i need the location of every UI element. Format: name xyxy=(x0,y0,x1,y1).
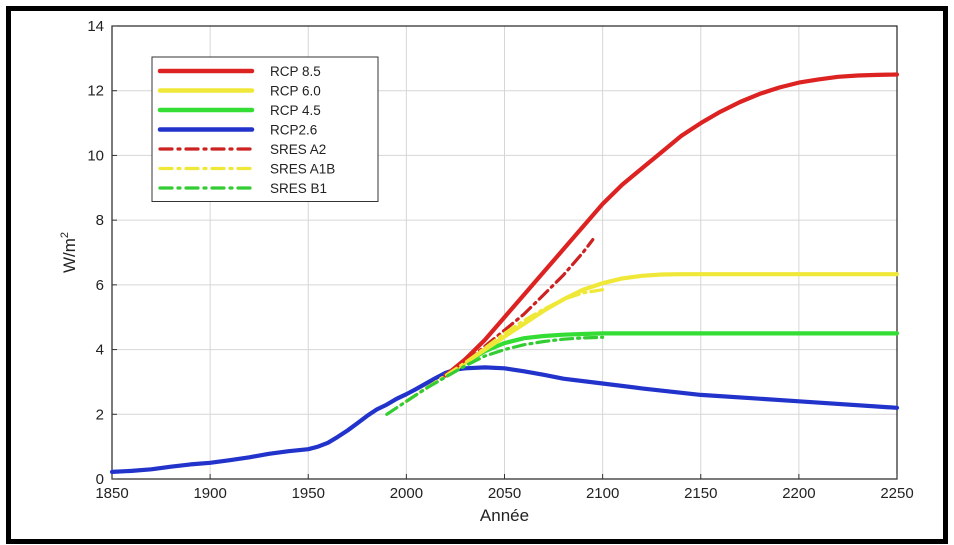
x-tick-label: 1850 xyxy=(95,485,128,502)
legend-label: RCP 8.5 xyxy=(270,64,321,79)
x-tick-label: 2100 xyxy=(586,485,619,502)
x-axis-title: Année xyxy=(480,506,529,525)
y-tick-label: 8 xyxy=(96,212,104,229)
series-line xyxy=(404,238,595,403)
series-line xyxy=(385,335,605,416)
series-line xyxy=(443,72,900,378)
x-tick-label: 2250 xyxy=(880,485,913,502)
y-tick-label: 12 xyxy=(87,83,104,100)
legend-label: SRES A1B xyxy=(270,162,335,177)
y-axis-title: W/m2 xyxy=(59,232,79,273)
legend-label: SRES A2 xyxy=(270,142,326,157)
legend-label: RCP2.6 xyxy=(270,123,317,138)
y-tick-label: 10 xyxy=(87,147,104,164)
y-axis-title-unit: W/m xyxy=(60,238,79,273)
y-tick-label: 2 xyxy=(96,406,104,423)
legend: RCP 8.5 RCP 6.0 RCP 4.5 RCP2.6 SRES A2 SRES A… xyxy=(151,56,379,202)
legend-label: SRES B1 xyxy=(270,181,327,196)
y-tick-label: 6 xyxy=(96,277,104,294)
x-tick-label: 2050 xyxy=(488,485,521,502)
x-tick-label: 2200 xyxy=(782,485,815,502)
legend-label: RCP 6.0 xyxy=(270,84,321,99)
series-line xyxy=(443,272,900,378)
series-lines xyxy=(109,72,900,474)
y-tick-label: 0 xyxy=(96,471,104,488)
x-tick-label: 1950 xyxy=(292,485,325,502)
legend-label: RCP 4.5 xyxy=(270,103,321,118)
x-tick-label: 2000 xyxy=(390,485,423,502)
y-axis-title-superscript: 2 xyxy=(59,232,71,238)
series-line xyxy=(404,288,605,403)
y-tick-label: 14 xyxy=(87,18,104,35)
series-line xyxy=(109,365,900,474)
axis-ticks: 1850 1900 1950 2000 2050 2100 2150 2200 2250 0 2 4 6… xyxy=(87,18,913,502)
y-tick-label: 4 xyxy=(96,342,104,359)
x-tick-label: 2150 xyxy=(684,485,717,502)
x-tick-label: 1900 xyxy=(193,485,226,502)
